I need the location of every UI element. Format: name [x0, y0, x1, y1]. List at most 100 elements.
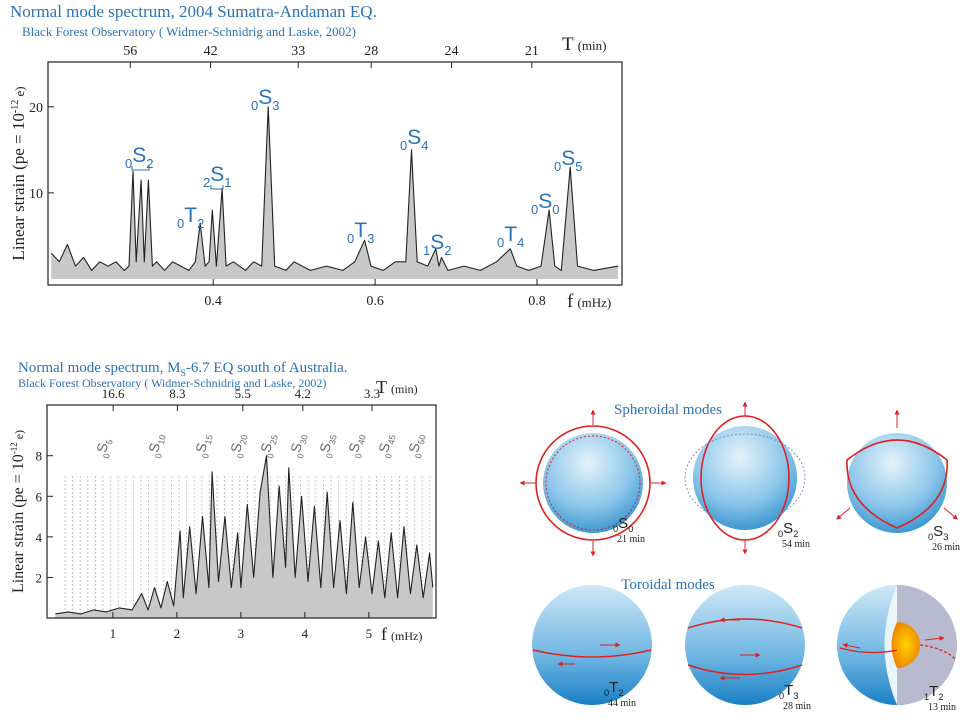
mode-subscript: 2	[146, 156, 153, 171]
mode-prefix: 0	[324, 452, 335, 459]
mode-letter: T	[504, 223, 517, 246]
x2-tick-label: 28	[364, 44, 378, 59]
mode-subscript: 50	[416, 434, 428, 446]
mode-label: 0S3	[928, 523, 948, 542]
mode-subscript: 2	[444, 243, 451, 258]
mode-prefix: 0	[383, 452, 394, 459]
mode-letter: S	[345, 441, 363, 453]
mode-subscript: 2	[938, 692, 943, 702]
plot-frame	[46, 404, 437, 619]
mode-prefix: 0	[554, 159, 561, 174]
chart-title: Normal mode spectrum, MS-6.7 EQ south of…	[18, 360, 348, 379]
mode-label: 0T3	[779, 682, 799, 701]
mode-letter: S	[430, 231, 444, 254]
axis-unit: (min)	[391, 382, 418, 396]
mode-label: 0S35	[315, 432, 338, 459]
mode-subscript: 5	[104, 438, 115, 445]
mode-prefix: 0	[413, 452, 424, 459]
x2-tick-label: 56	[123, 44, 137, 59]
spectrum-line	[50, 106, 619, 271]
mode-label: 0S50	[404, 432, 427, 459]
mode-subscript: 4	[517, 235, 524, 250]
axis-unit: (mHz)	[391, 629, 422, 643]
mode-letter: S	[933, 523, 943, 540]
x2-tick-label: 42	[204, 44, 218, 59]
section-title: Spheroidal modes	[614, 402, 722, 418]
y-tick-label: 20	[29, 101, 43, 116]
mode-subscript: 10	[156, 434, 168, 446]
mode-subscript: 3	[793, 691, 798, 701]
mode-prefix: 0	[928, 532, 933, 542]
mode-prefix: 0	[779, 691, 784, 701]
x-tick-label: 0.4	[204, 294, 222, 309]
mode-label: 0S30	[286, 432, 309, 459]
x2-tick-label: 3.3	[364, 386, 380, 401]
axis-label-part: Linear strain (pe = 10	[10, 454, 27, 593]
axis-unit: (mHz)	[577, 295, 611, 310]
mode-label: 0S5	[92, 437, 114, 460]
x2-tick-label: 5.5	[235, 386, 251, 401]
mode-subscript: 30	[298, 434, 310, 446]
x2-axis-label: T (min)	[562, 34, 607, 55]
bracket	[131, 166, 150, 171]
mode-subscript: 25	[268, 434, 280, 446]
mode-prefix: 1	[423, 243, 430, 258]
mode-label: 0S10	[144, 432, 167, 459]
title-part: Normal mode spectrum, M	[18, 360, 180, 376]
mode-label: 0S0	[531, 190, 560, 217]
mode-period: 28 min	[783, 701, 811, 712]
mode-letter: S	[257, 441, 275, 453]
mode-prefix: 1	[924, 692, 929, 702]
mode-letter: S	[258, 86, 272, 109]
mode-prefix: 0	[353, 452, 364, 459]
y-axis-label: Linear strain (pe = 10-12 e)	[9, 86, 28, 260]
mode-letter: S	[316, 441, 334, 453]
x2-tick-label: 24	[445, 44, 459, 59]
mode-prefix: 0	[153, 452, 164, 459]
x-tick-label: 4	[302, 626, 309, 641]
mode-letter: S	[210, 163, 224, 186]
mode-label: 0S40	[344, 432, 367, 459]
mode-period: 13 min	[928, 702, 956, 713]
mode-label: 0T4	[497, 223, 524, 250]
mode-prefix: 0	[125, 156, 132, 171]
mode-letter: S	[405, 441, 423, 453]
mode-subscript: 4	[421, 138, 428, 153]
mode-subscript: 1	[224, 175, 231, 190]
mode-prefix: 0	[235, 452, 246, 459]
x-tick-label: 1	[110, 626, 117, 641]
mode-label: 0S25	[256, 432, 279, 459]
mode-subscript: 20	[238, 434, 250, 446]
mode-letter: S	[538, 190, 552, 213]
mode-letter: S	[375, 441, 393, 453]
x2-tick-label: 4.2	[295, 386, 311, 401]
axis-label-part: e)	[12, 430, 26, 442]
mode-subscript: 0	[552, 202, 559, 217]
mode-letter: S	[783, 520, 793, 537]
mode-prefix: 2	[203, 175, 210, 190]
y-tick-label: 4	[36, 530, 43, 545]
section-title: Toroidal modes	[621, 577, 715, 593]
mode-subscript: 45	[386, 434, 398, 446]
mode-label: 0S2	[125, 144, 154, 171]
spectrum-line	[55, 455, 434, 615]
toroidal-spheres	[532, 585, 957, 705]
mode-label: 2S1	[203, 163, 232, 190]
mode-letter: S	[287, 441, 305, 453]
mode-subscript: 40	[356, 434, 368, 446]
mode-subscript: 3	[272, 98, 279, 113]
title-part: -6.7 EQ south of Australia.	[186, 360, 348, 376]
mode-label: 1T2	[924, 683, 944, 702]
mode-label: 0S20	[226, 432, 249, 459]
x-axis-label: f (mHz)	[567, 291, 611, 312]
axis-symbol: f	[381, 624, 387, 644]
axis-label-part: Linear strain (pe = 10	[9, 113, 28, 260]
chart-subtitle: Black Forest Observatory ( Widmer-Schnid…	[18, 376, 326, 390]
bracket	[210, 185, 224, 190]
axis-label-part: e)	[12, 86, 27, 99]
mode-period: 54 min	[782, 539, 810, 550]
x-tick-label: 2	[174, 626, 181, 641]
mode-label: 0S2	[778, 520, 798, 539]
